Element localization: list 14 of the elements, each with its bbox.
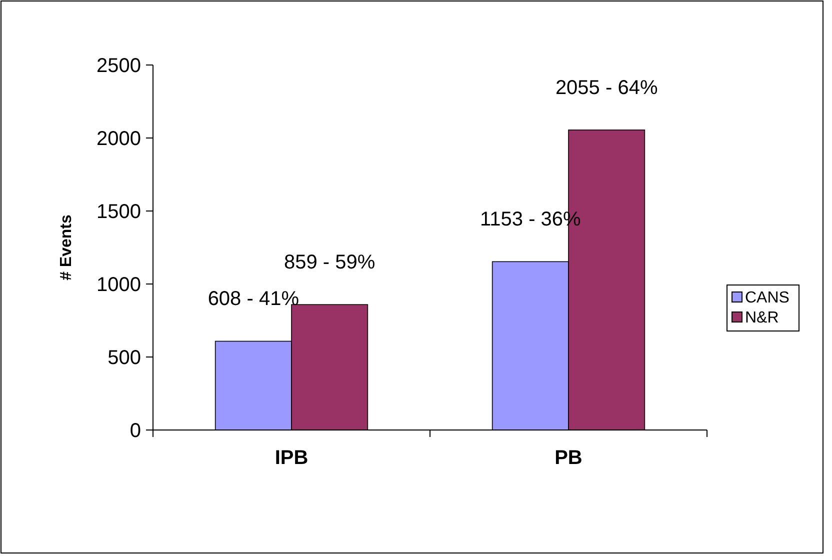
data-label: 859 - 59% [284, 252, 376, 274]
x-tick-label: PB [554, 447, 582, 469]
y-tick-label: 0 [130, 420, 141, 442]
y-tick-label: 1500 [96, 201, 141, 223]
y-tick-label: 2000 [96, 128, 141, 150]
y-axis-title: # Events [58, 214, 75, 280]
legend-label: N&R [745, 310, 779, 327]
data-label: 2055 - 64% [555, 76, 658, 99]
data-label: 608 - 41% [208, 288, 300, 310]
legend-label: CANS [745, 290, 790, 307]
y-tick-label: 1000 [96, 274, 141, 296]
y-tick-label: 2500 [96, 55, 141, 77]
x-tick-label: IPB [274, 447, 308, 469]
y-tick-label: 500 [108, 347, 141, 369]
